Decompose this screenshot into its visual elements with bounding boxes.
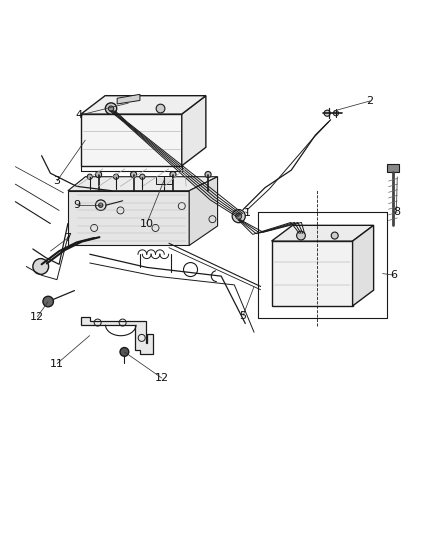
- Circle shape: [99, 203, 103, 207]
- Text: 6: 6: [391, 270, 398, 280]
- Polygon shape: [353, 225, 374, 306]
- Circle shape: [131, 172, 137, 177]
- Circle shape: [297, 231, 305, 240]
- Polygon shape: [272, 241, 353, 306]
- Polygon shape: [81, 114, 182, 166]
- Circle shape: [156, 104, 165, 113]
- Polygon shape: [68, 191, 189, 246]
- Text: 5: 5: [240, 311, 247, 320]
- Circle shape: [205, 172, 211, 177]
- Polygon shape: [81, 96, 206, 114]
- Circle shape: [333, 110, 339, 116]
- Circle shape: [140, 174, 145, 179]
- Bar: [156, 176, 172, 184]
- Circle shape: [109, 106, 114, 111]
- Polygon shape: [117, 94, 140, 104]
- Bar: [387, 165, 399, 172]
- Text: 7: 7: [64, 233, 71, 243]
- Text: 10: 10: [140, 219, 154, 229]
- Circle shape: [120, 348, 129, 356]
- Text: 12: 12: [30, 312, 44, 322]
- Polygon shape: [81, 317, 153, 354]
- Text: 8: 8: [393, 207, 400, 217]
- Text: 11: 11: [50, 359, 64, 369]
- Text: 3: 3: [53, 176, 60, 186]
- Polygon shape: [182, 96, 206, 166]
- Circle shape: [95, 200, 106, 211]
- Text: 1: 1: [244, 208, 251, 218]
- Polygon shape: [189, 177, 218, 246]
- Text: 4: 4: [75, 110, 82, 120]
- Circle shape: [95, 172, 102, 177]
- Circle shape: [87, 174, 92, 179]
- Circle shape: [236, 213, 242, 219]
- Circle shape: [170, 172, 176, 177]
- Circle shape: [232, 209, 245, 223]
- Circle shape: [113, 174, 119, 179]
- Circle shape: [105, 103, 117, 114]
- Circle shape: [43, 296, 53, 307]
- Text: 9: 9: [73, 200, 80, 210]
- Polygon shape: [68, 177, 218, 191]
- Text: 2: 2: [367, 96, 374, 106]
- Polygon shape: [272, 225, 374, 241]
- Text: 12: 12: [155, 373, 169, 383]
- Circle shape: [331, 232, 338, 239]
- Circle shape: [324, 110, 330, 116]
- Circle shape: [33, 259, 49, 274]
